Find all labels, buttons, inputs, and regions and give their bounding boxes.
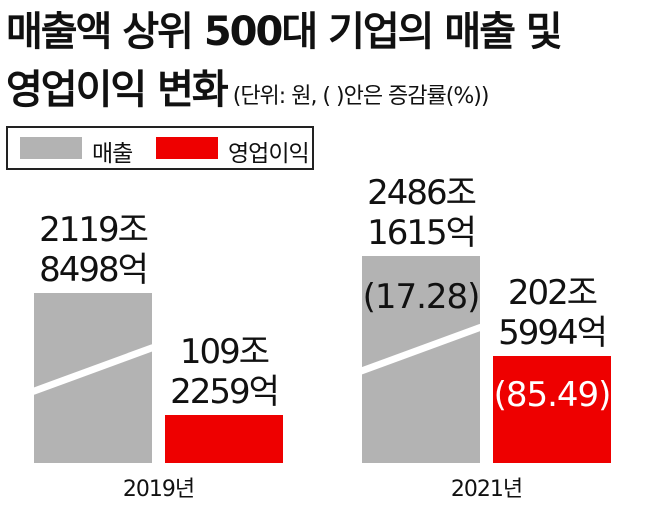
value-label-operating-profit-1-1: 5994억 — [498, 313, 606, 353]
chart-title-main: 영업이익 변화 — [6, 67, 229, 113]
bar-sales-0 — [34, 293, 152, 463]
legend-label-sales: 매출 — [92, 141, 133, 167]
category-label-1: 2021년 — [451, 477, 522, 502]
axis-break-line-1 — [359, 323, 483, 375]
value-label-sales-0-0: 2119조 — [39, 210, 148, 250]
unit-note: (단위: 원, ( )안은 증감률(%)) — [232, 84, 490, 109]
value-label-sales-0-1: 8498억 — [39, 250, 147, 290]
value-label-sales-1-0: 2486조 — [367, 173, 476, 213]
bar-operating-profit-0 — [165, 415, 283, 463]
legend: 매출 영업이익 — [6, 126, 314, 170]
category-label-0: 2019년 — [123, 477, 194, 502]
chart-title-line2: 영업이익 변화 (단위: 원, ( )안은 증감률(%)) — [6, 66, 490, 121]
value-label-operating-profit-1-0: 202조 — [508, 273, 597, 313]
bar-sales-1 — [362, 256, 480, 463]
change-label-operating-profit-1: (85.49) — [494, 375, 611, 415]
axis-break-line-0 — [31, 344, 155, 395]
value-label-sales-1-1: 1615억 — [367, 213, 475, 253]
legend-label-operating-profit: 영업이익 — [228, 141, 310, 167]
chart-title-line1: 매출액 상위 500대 기업의 매출 및 — [6, 9, 563, 55]
value-label-operating-profit-0-0: 109조 — [180, 332, 269, 372]
change-label-sales-1: (17.28) — [363, 277, 480, 317]
bar-operating-profit-1 — [493, 356, 611, 463]
value-label-operating-profit-0-1: 2259억 — [170, 372, 278, 412]
legend-swatch-sales — [20, 137, 82, 159]
legend-swatch-operating-profit — [156, 137, 218, 159]
